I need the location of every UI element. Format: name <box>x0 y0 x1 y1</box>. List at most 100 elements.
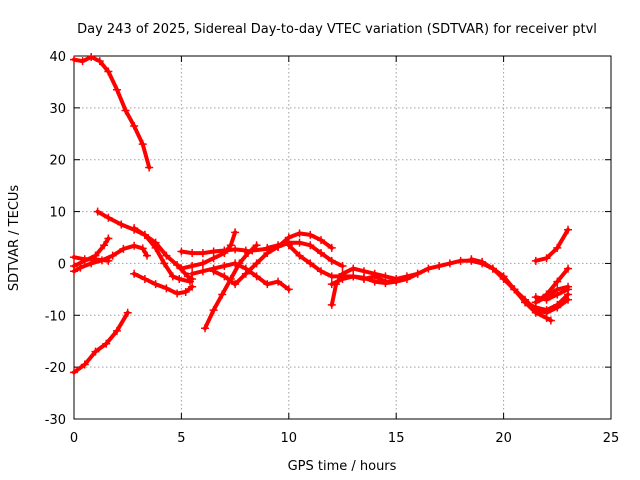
series-trace <box>132 271 195 296</box>
data-point <box>467 255 476 264</box>
data-point <box>188 269 197 278</box>
data-point <box>317 236 326 245</box>
data-series <box>70 308 132 377</box>
data-point <box>78 57 87 66</box>
data-point <box>220 272 229 281</box>
data-point <box>138 140 147 149</box>
data-point <box>546 316 555 325</box>
y-tick-label: 0 <box>58 257 66 272</box>
data-series <box>70 53 154 172</box>
data-point <box>108 251 117 260</box>
data-point <box>175 274 184 283</box>
data-point <box>70 368 78 377</box>
data-point <box>151 280 160 289</box>
data-point <box>145 163 154 172</box>
data-point <box>220 249 229 258</box>
data-point <box>70 55 78 64</box>
data-point <box>160 259 169 268</box>
data-layer <box>70 53 573 377</box>
data-point <box>130 269 139 278</box>
y-tick-label: 30 <box>49 102 66 117</box>
y-tick-label: -20 <box>45 361 66 376</box>
data-point <box>542 313 551 322</box>
series-trace <box>72 255 111 263</box>
data-point <box>112 85 121 94</box>
data-point <box>284 285 293 294</box>
series-trace <box>72 55 152 170</box>
data-point <box>123 308 132 317</box>
y-tick-label: 10 <box>49 206 66 221</box>
data-point <box>413 269 422 278</box>
data-point <box>327 243 336 252</box>
data-point <box>349 272 358 281</box>
data-point <box>327 272 336 281</box>
data-point <box>241 269 250 278</box>
data-point <box>231 228 240 237</box>
data-point <box>117 220 126 229</box>
y-tick-label: -30 <box>45 413 66 428</box>
x-axis-title: GPS time / hours <box>288 459 397 474</box>
data-point <box>231 259 240 268</box>
data-point <box>478 257 487 266</box>
data-point <box>162 284 171 293</box>
data-point <box>435 262 444 271</box>
plot-frame <box>73 55 612 420</box>
data-point <box>284 241 293 250</box>
data-point <box>542 254 551 263</box>
data-point <box>162 251 171 260</box>
data-point <box>130 224 139 233</box>
grid-lines <box>74 56 611 419</box>
data-point <box>349 264 358 273</box>
data-point <box>252 241 261 250</box>
data-point <box>70 262 78 271</box>
data-point <box>317 249 326 258</box>
x-tick-label: 20 <box>495 431 512 446</box>
data-point <box>185 277 194 286</box>
data-point <box>226 241 235 250</box>
x-tick-label: 5 <box>177 431 185 446</box>
y-tick-label: 20 <box>49 154 66 169</box>
data-point <box>252 259 261 268</box>
data-point <box>138 244 147 253</box>
data-series <box>177 228 240 273</box>
data-point <box>317 267 326 276</box>
series-trace <box>512 287 570 313</box>
data-series <box>70 253 113 265</box>
data-point <box>248 246 257 255</box>
data-point <box>327 300 336 309</box>
data-point <box>87 53 96 62</box>
data-point <box>95 57 104 66</box>
data-point <box>188 249 197 258</box>
data-point <box>306 259 315 268</box>
x-tick-label: 25 <box>603 431 620 446</box>
data-point <box>119 244 128 253</box>
data-point <box>553 285 562 294</box>
data-point <box>359 273 368 282</box>
y-tick-label: 40 <box>49 50 66 65</box>
axis-ticks: 0 5 10 15 20 25 -30 -20 -10 0 10 20 30 40 <box>45 50 620 446</box>
data-point <box>104 213 113 222</box>
data-point <box>499 272 508 281</box>
data-point <box>140 230 149 239</box>
data-point <box>306 230 315 239</box>
data-point <box>564 282 573 291</box>
y-tick-label: -10 <box>45 309 66 324</box>
data-point <box>553 243 562 252</box>
data-point <box>177 264 186 273</box>
data-point <box>521 298 530 307</box>
data-point <box>381 272 390 281</box>
data-point <box>295 251 304 260</box>
data-series <box>531 264 573 307</box>
data-point <box>252 272 261 281</box>
data-point <box>338 274 347 283</box>
data-point <box>564 264 573 273</box>
data-point <box>177 247 186 256</box>
data-point <box>392 277 401 286</box>
data-point <box>218 290 227 299</box>
chart-title: Day 243 of 2025, Sidereal Day-to-day VTE… <box>77 22 597 37</box>
data-series <box>263 238 347 271</box>
data-point <box>564 225 573 234</box>
data-point <box>181 287 190 296</box>
data-point <box>173 260 182 269</box>
